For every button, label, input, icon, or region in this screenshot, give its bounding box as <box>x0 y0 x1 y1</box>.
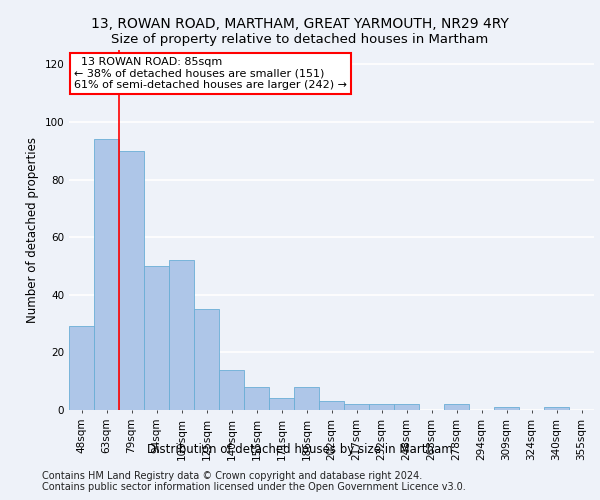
Bar <box>394 404 419 410</box>
Bar <box>444 404 469 410</box>
Text: Distribution of detached houses by size in Martham: Distribution of detached houses by size … <box>147 442 453 456</box>
Text: 13, ROWAN ROAD, MARTHAM, GREAT YARMOUTH, NR29 4RY: 13, ROWAN ROAD, MARTHAM, GREAT YARMOUTH,… <box>91 18 509 32</box>
Bar <box>544 407 569 410</box>
Bar <box>494 407 519 410</box>
Bar <box>319 402 344 410</box>
Bar <box>69 326 94 410</box>
Text: 13 ROWAN ROAD: 85sqm
← 38% of detached houses are smaller (151)
61% of semi-deta: 13 ROWAN ROAD: 85sqm ← 38% of detached h… <box>74 57 347 90</box>
Bar <box>294 387 319 410</box>
Bar <box>369 404 394 410</box>
Y-axis label: Number of detached properties: Number of detached properties <box>26 137 39 323</box>
Bar <box>94 140 119 410</box>
Text: Contains HM Land Registry data © Crown copyright and database right 2024.
Contai: Contains HM Land Registry data © Crown c… <box>42 471 466 492</box>
Bar <box>219 370 244 410</box>
Bar <box>119 151 144 410</box>
Bar <box>169 260 194 410</box>
Bar <box>194 309 219 410</box>
Bar <box>244 387 269 410</box>
Bar <box>269 398 294 410</box>
Text: Size of property relative to detached houses in Martham: Size of property relative to detached ho… <box>112 32 488 46</box>
Bar <box>144 266 169 410</box>
Bar <box>344 404 369 410</box>
